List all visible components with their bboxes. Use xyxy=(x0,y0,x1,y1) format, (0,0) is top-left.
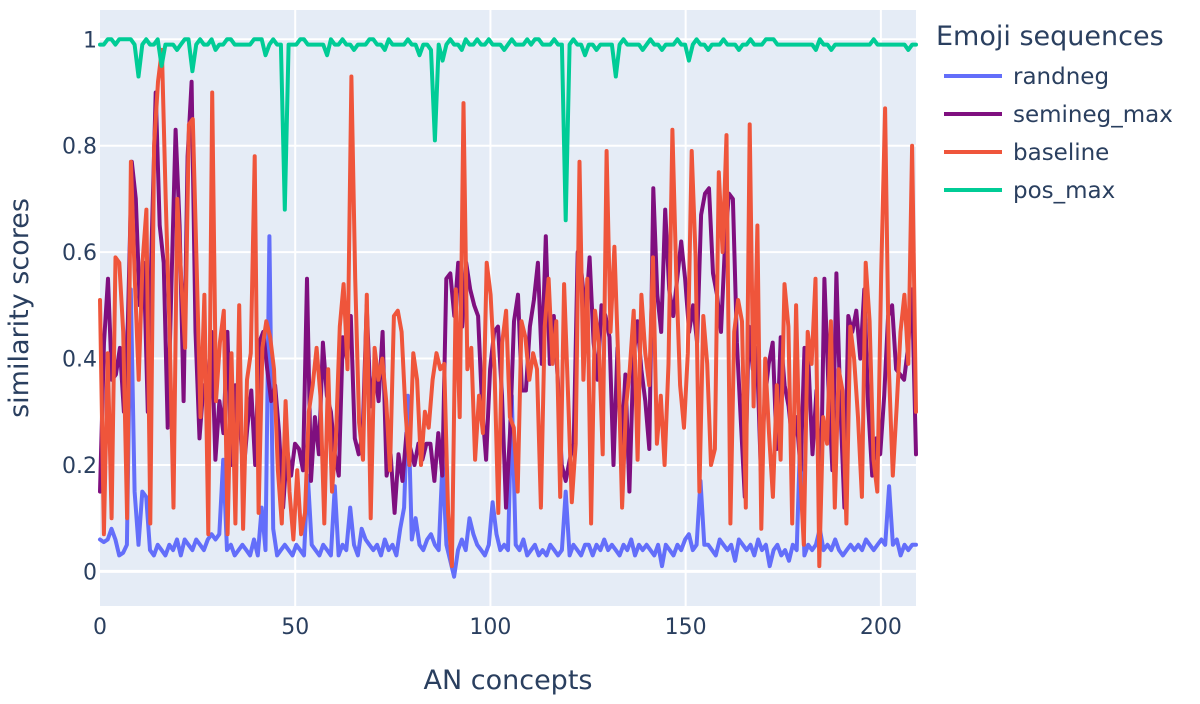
legend-item-semineg_max[interactable]: semineg_max xyxy=(944,102,1173,128)
y-tick-label: 0.4 xyxy=(62,348,97,373)
x-tick-label: 50 xyxy=(281,615,309,640)
series-line-pos_max xyxy=(98,37,918,223)
series-lines xyxy=(98,37,918,579)
legend-item-pos_max[interactable]: pos_max xyxy=(944,178,1115,204)
x-axis-ticks: 0 50 100 150 200 xyxy=(93,615,902,640)
legend-item-randneg[interactable]: randneg xyxy=(944,64,1109,90)
x-axis-label: AN concepts xyxy=(424,665,593,696)
series-line-baseline xyxy=(98,47,918,569)
legend-label: pos_max xyxy=(1013,178,1115,204)
series-line-randneg xyxy=(98,234,918,579)
x-tick-label: 200 xyxy=(860,615,902,640)
y-tick-label: 0 xyxy=(83,560,97,585)
y-tick-label: 0.6 xyxy=(62,241,97,266)
y-tick-label: 0.8 xyxy=(62,135,97,160)
legend-title: Emoji sequences xyxy=(936,21,1164,52)
y-tick-label: 0.2 xyxy=(62,454,97,479)
y-axis-ticks: 0 0.2 0.4 0.6 0.8 1 xyxy=(62,28,97,585)
legend-label: randneg xyxy=(1013,64,1109,90)
y-tick-label: 1 xyxy=(83,28,97,53)
legend-item-baseline[interactable]: baseline xyxy=(944,140,1109,166)
x-tick-label: 150 xyxy=(665,615,707,640)
x-tick-label: 0 xyxy=(93,615,107,640)
x-tick-label: 100 xyxy=(469,615,511,640)
y-axis-label: similarity scores xyxy=(4,198,35,418)
legend-label: semineg_max xyxy=(1013,102,1173,128)
legend[interactable]: Emoji sequences randneg semineg_maxbaseli… xyxy=(936,21,1173,204)
legend-label: baseline xyxy=(1013,140,1109,166)
